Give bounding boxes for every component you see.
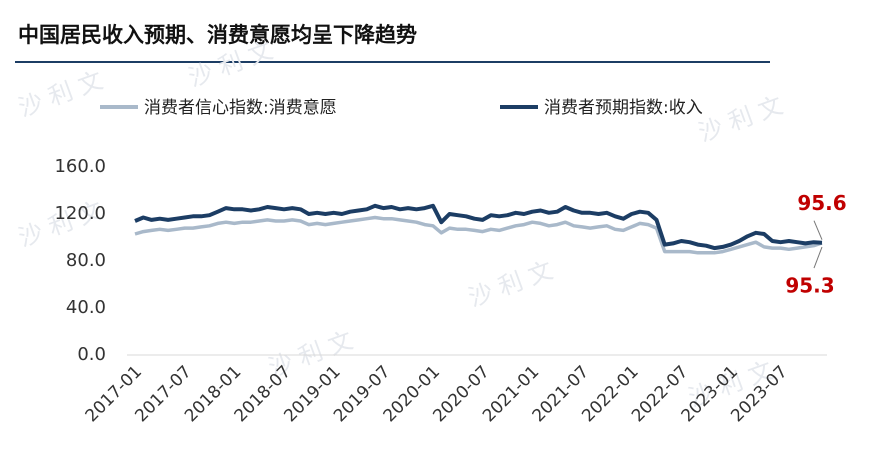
legend-label: 消费者信心指数:消费意愿: [144, 98, 337, 118]
watermark: 沙 利 文: [465, 256, 557, 312]
legend-label: 消费者预期指数:收入: [544, 98, 703, 118]
annotation: 95.3: [785, 274, 834, 298]
y-tick-label: 160.0: [54, 156, 106, 177]
series-line: [134, 203, 823, 251]
y-tick-label: 40.0: [66, 297, 106, 318]
annotation: 95.6: [797, 191, 846, 215]
watermark: 沙 利 文: [15, 66, 107, 122]
y-tick-label: 80.0: [66, 250, 106, 271]
y-tick-label: 120.0: [54, 203, 106, 224]
annotation-leader: [813, 220, 823, 240]
chart-title: 中国居民收入预期、消费意愿均呈下降趋势: [18, 23, 417, 47]
y-tick-label: 0.0: [77, 344, 106, 365]
series-line: [134, 215, 823, 255]
annotation-leader: [813, 246, 823, 269]
watermark: 沙 利 文: [695, 91, 787, 147]
